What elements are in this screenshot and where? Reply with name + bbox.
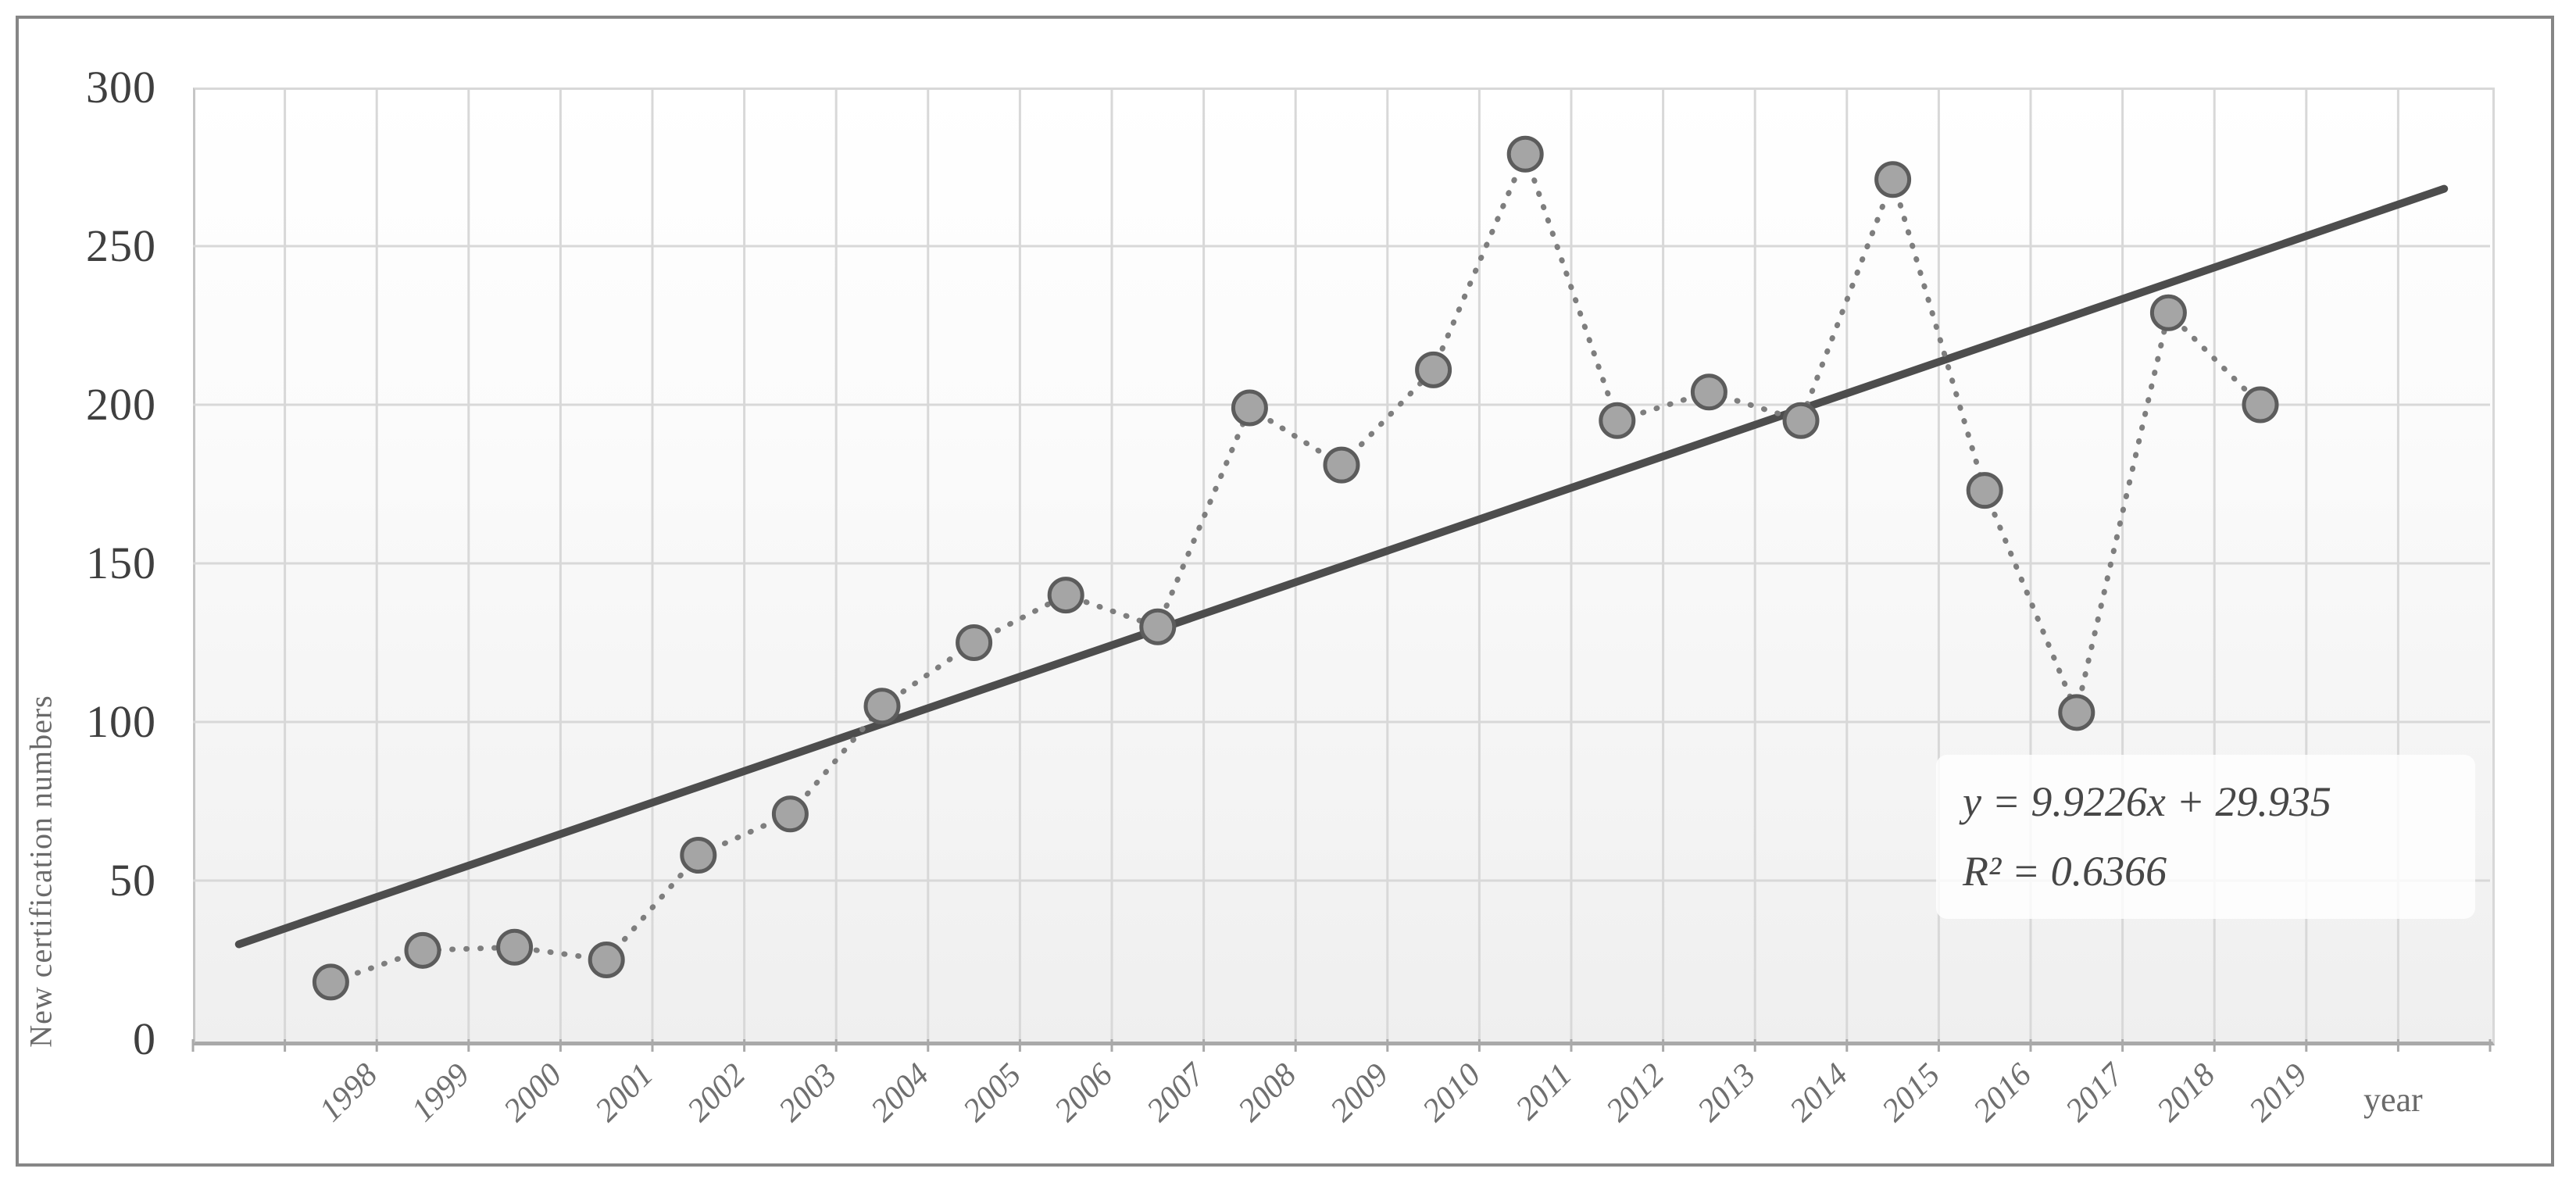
data-series-dotted-line: [327, 146, 2263, 985]
data-point-marker: [771, 795, 809, 833]
y-axis-tick-label: 200: [86, 379, 156, 430]
data-point-marker: [312, 963, 349, 1001]
data-point-marker: [956, 624, 993, 661]
data-point-marker: [2149, 294, 2187, 331]
data-point-marker: [1782, 402, 1820, 439]
data-point-marker: [404, 931, 441, 969]
x-axis-title: year: [2363, 1081, 2423, 1119]
data-point-marker: [588, 942, 625, 978]
y-axis-tick-label: 0: [133, 1013, 156, 1064]
y-axis-tick-label: 50: [109, 855, 156, 906]
data-point-marker: [863, 688, 901, 725]
data-point-marker: [1231, 389, 1268, 427]
data-point-marker: [1415, 351, 1452, 388]
data-point-marker: [680, 837, 717, 874]
data-point-marker: [1690, 373, 1727, 411]
y-axis-tick-label: 150: [86, 538, 156, 588]
data-point-marker: [1323, 446, 1360, 484]
data-point-marker: [1047, 577, 1084, 614]
data-point-marker: [2058, 694, 2095, 731]
y-axis-tick-label: 300: [86, 62, 156, 113]
data-point-marker: [1506, 135, 1544, 173]
y-axis-title: New certification numbers: [23, 695, 59, 1048]
trendline-r-squared: R² = 0.6366: [1963, 848, 2167, 895]
y-axis-tick-label: 100: [86, 696, 156, 747]
data-point-marker: [1966, 472, 2003, 509]
data-point-marker: [496, 928, 534, 966]
trendline: [234, 184, 2449, 949]
data-point-marker: [2242, 386, 2279, 423]
trendline-equation-box: y = 9.9226x + 29.935 R² = 0.6366: [1936, 755, 2475, 920]
data-point-marker: [1139, 608, 1177, 645]
y-axis-tick-label: 250: [86, 220, 156, 271]
trendline-equation: y = 9.9226x + 29.935: [1963, 778, 2331, 825]
data-point-marker: [1874, 161, 1912, 198]
data-point-marker: [1599, 402, 1636, 439]
